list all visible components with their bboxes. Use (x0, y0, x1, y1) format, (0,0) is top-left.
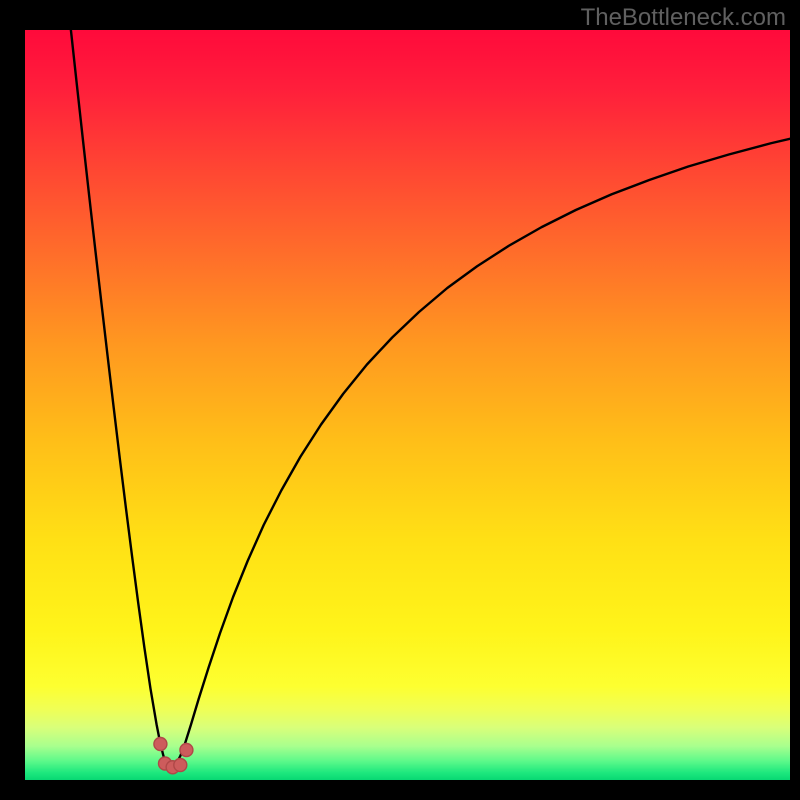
watermark-text: TheBottleneck.com (581, 4, 786, 32)
plot-svg (25, 30, 790, 780)
frame-border-bottom (0, 780, 800, 800)
curve-marker (154, 738, 167, 751)
curve-marker (174, 759, 187, 772)
frame-border-right (790, 0, 800, 800)
gradient-background (25, 30, 790, 780)
plot-area (25, 30, 790, 780)
frame-border-left (0, 0, 25, 800)
chart-stage: TheBottleneck.com (0, 0, 800, 800)
curve-marker (180, 744, 193, 757)
